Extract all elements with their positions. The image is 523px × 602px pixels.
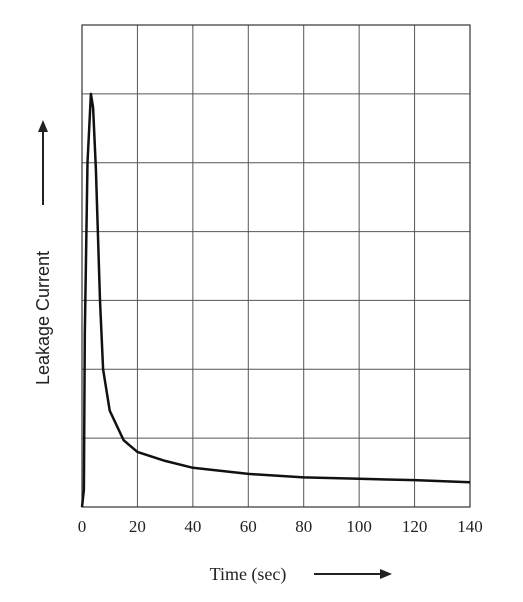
- x-tick-label: 120: [402, 517, 428, 536]
- x-tick-label: 20: [129, 517, 146, 536]
- x-tick-label: 140: [457, 517, 483, 536]
- x-tick-label: 80: [295, 517, 312, 536]
- x-tick-label: 60: [240, 517, 257, 536]
- x-tick-label: 100: [346, 517, 372, 536]
- x-tick-label: 0: [78, 517, 87, 536]
- x-tick-label: 40: [184, 517, 201, 536]
- data-line: [80, 92, 471, 508]
- x-arrow: [314, 569, 392, 579]
- y-axis-label: Leakage Current: [33, 251, 53, 385]
- x-axis-label: Time (sec): [210, 564, 287, 585]
- y-arrow: [38, 120, 48, 205]
- plot-frame: [81, 24, 471, 508]
